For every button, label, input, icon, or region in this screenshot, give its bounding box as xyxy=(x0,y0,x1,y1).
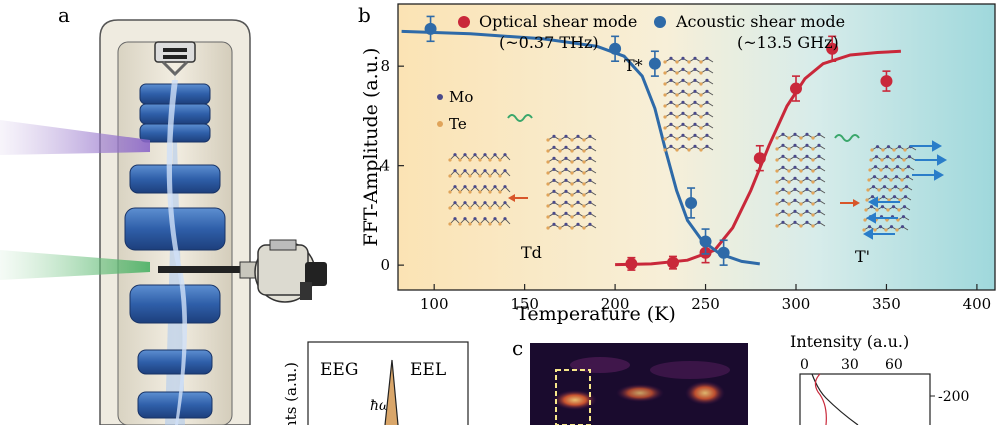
legend-label-optical: Optical shear mode xyxy=(479,12,637,31)
panel-a: a xyxy=(0,3,469,425)
y-tick-label: 4 xyxy=(380,157,390,175)
inset-hw-label: ħω xyxy=(370,398,391,414)
legend: Optical shear mode (~0.37 THz) Acoustic … xyxy=(458,12,845,52)
legend-marker-optical xyxy=(458,16,470,28)
holder-knob xyxy=(239,239,327,303)
profile-xlabel: Intensity (a.u.) xyxy=(790,332,909,351)
data-point-optical xyxy=(666,255,679,270)
transition-arrows xyxy=(508,194,860,207)
shear-arrows xyxy=(862,140,948,240)
mo-atom-icon xyxy=(437,94,443,100)
legend-label-acoustic: Acoustic shear mode xyxy=(675,12,845,31)
legend-marker-acoustic xyxy=(654,16,666,28)
profile-red-line xyxy=(814,373,827,425)
probe-laser-beam xyxy=(0,250,150,280)
profile-frame xyxy=(799,373,931,425)
fit-curve-optical xyxy=(615,49,901,267)
data-point-optical xyxy=(826,35,839,63)
axes: 100 150 200 250 300 350 400 0 4 8 xyxy=(380,57,991,313)
x-tick-label: 250 xyxy=(691,295,720,313)
annotation-td: Td xyxy=(521,243,542,262)
data-point-acoustic xyxy=(699,228,712,255)
data-point-acoustic xyxy=(685,187,698,219)
data-point-optical xyxy=(625,256,638,271)
inset-ylabel: nts (a.u.) xyxy=(282,362,300,425)
y-tick-label: 8 xyxy=(380,57,390,75)
panel-c: c Intensity (a.u.) 0 30 60 -200 xyxy=(512,332,969,425)
inset-peak xyxy=(384,359,399,425)
inset-eel-label: EEL xyxy=(410,360,446,380)
annotation-tstar: T* xyxy=(624,56,643,75)
annotation-mo: Mo xyxy=(449,88,473,106)
legend-sub-acoustic: (~13.5 GHz) xyxy=(737,33,839,52)
x-tick-label: 150 xyxy=(510,295,539,313)
profile-ytick: -200 xyxy=(938,389,969,405)
te-atom-icon xyxy=(437,121,443,127)
legend-sub-optical: (~0.37 THz) xyxy=(499,33,599,52)
panel-b-label: b xyxy=(358,3,371,27)
data-point-optical xyxy=(790,75,802,102)
crystal-structures xyxy=(448,56,917,232)
x-axis-title: Temperature (K) xyxy=(516,303,676,325)
crystal-lattice xyxy=(862,145,917,232)
data-points xyxy=(424,15,893,271)
crystal-lattice xyxy=(448,153,511,226)
crystal-lattice xyxy=(775,132,826,228)
fit-curves xyxy=(401,29,901,267)
profile-tick-30: 30 xyxy=(841,357,859,373)
annotation-tprime: T' xyxy=(855,247,870,266)
x-tick-label: 400 xyxy=(963,295,992,313)
data-point-acoustic xyxy=(648,50,661,77)
annotation-te: Te xyxy=(449,115,467,133)
crystal-lattice xyxy=(663,56,714,152)
inset-eeg-label: EEG xyxy=(320,360,358,380)
fit-curve-acoustic xyxy=(401,29,761,266)
data-point-acoustic xyxy=(424,15,437,43)
panel-a-label: a xyxy=(58,3,70,27)
x-tick-label: 350 xyxy=(872,295,901,313)
x-tick-label: 100 xyxy=(420,295,449,313)
y-axis-title: FFT-Amplitude (a.u.) xyxy=(360,48,382,247)
data-point-acoustic xyxy=(717,239,730,266)
panel-c-label: c xyxy=(512,336,523,360)
sample-holder xyxy=(158,266,268,273)
panel-b: b 100 150 200 250 300 350 400 0 4 8 Temperature (… xyxy=(358,3,996,325)
pump-laser-beam xyxy=(0,120,150,155)
data-point-optical xyxy=(753,144,766,172)
profile-tick-0: 0 xyxy=(800,357,809,373)
data-point-acoustic xyxy=(609,35,622,63)
laser-pulse-icons xyxy=(507,114,860,142)
x-tick-label: 200 xyxy=(601,295,630,313)
data-point-optical xyxy=(880,70,893,92)
roi-box xyxy=(555,369,591,425)
inset-spectrum: EEG EEL ħω nts (a.u.) xyxy=(282,341,469,425)
y-tick-label: 0 xyxy=(380,256,390,274)
profile-tick-60: 60 xyxy=(885,357,903,373)
crystal-lattice xyxy=(546,134,597,230)
x-tick-label: 300 xyxy=(782,295,811,313)
